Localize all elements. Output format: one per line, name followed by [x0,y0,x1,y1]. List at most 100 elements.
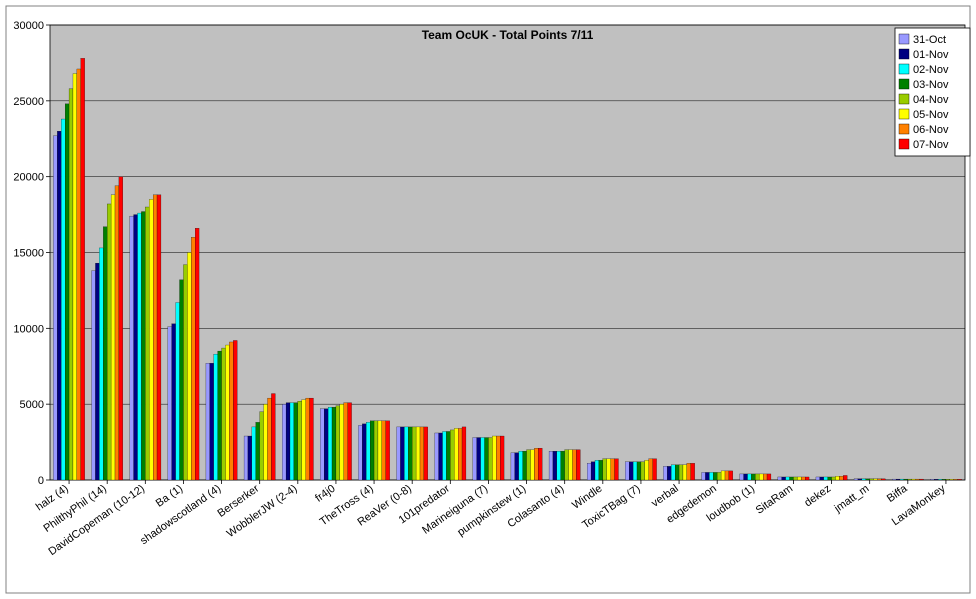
bar [645,460,649,480]
legend-box [895,28,970,156]
bar [168,327,172,480]
legend-label: 31-Oct [913,34,946,46]
y-tick-label: 25000 [13,96,44,108]
bar [671,465,675,480]
bar [778,477,782,480]
bar [916,479,920,480]
bar [717,472,721,480]
bar [930,479,934,480]
bar [462,427,466,480]
bar [180,280,184,480]
bar [679,465,683,480]
bar [271,394,275,480]
bar [397,427,401,480]
bar [832,477,836,480]
bar [683,465,687,480]
bar [294,403,298,480]
bar [763,474,767,480]
bar [912,479,916,480]
bar [687,463,691,480]
bar [854,479,858,480]
bar [260,412,264,480]
bar [793,477,797,480]
bar [145,207,149,480]
legend-swatch [899,124,909,134]
bar [477,438,481,480]
bar [816,477,820,480]
bar [324,409,328,480]
bar [874,479,878,480]
bar [530,450,534,480]
bar [519,451,523,480]
bar [92,271,96,480]
bar [805,477,809,480]
bar [946,479,950,480]
bar [248,436,252,480]
y-tick-label: 20000 [13,172,44,184]
bar [615,459,619,480]
legend-swatch [899,79,909,89]
bar [565,450,569,480]
bar [290,403,294,480]
bar [320,409,324,480]
legend-label: 05-Nov [913,109,949,121]
bar [282,404,286,480]
bar [835,476,839,480]
bar [667,466,671,480]
chart-container: 050001000015000200002500030000halz (4)Ph… [0,0,976,599]
bar [264,404,268,480]
bar [801,477,805,480]
bar [302,400,306,480]
bar [870,479,874,480]
bar [306,398,310,480]
bar [229,342,233,480]
bar [663,466,667,480]
bar [576,450,580,480]
bar [141,212,145,480]
bar [298,401,302,480]
bar [252,427,256,480]
bar [751,474,755,480]
legend-swatch [899,49,909,59]
bar [908,479,912,480]
bar [183,265,187,480]
bar [782,477,786,480]
bar [744,474,748,480]
legend-swatch [899,94,909,104]
bar [420,427,424,480]
bar [557,451,561,480]
bar [950,479,954,480]
bar [210,363,214,480]
bar [362,424,366,480]
bar [896,479,900,480]
bar [69,89,73,480]
bar-chart: 050001000015000200002500030000halz (4)Ph… [0,0,976,599]
bar [843,475,847,480]
bar [500,436,504,480]
bar [892,479,896,480]
bar [675,465,679,480]
legend-swatch [899,64,909,74]
bar [797,477,801,480]
bar [454,428,458,480]
bar [195,228,199,480]
bar [839,476,843,480]
bar [828,477,832,480]
bar [725,471,729,480]
bar [65,104,69,480]
bar [942,479,946,480]
y-tick-label: 15000 [13,248,44,260]
legend-swatch [899,34,909,44]
bar [488,438,492,480]
bar [191,237,195,480]
bar [900,479,904,480]
bar [446,431,450,480]
legend-label: 01-Nov [913,49,949,61]
bar [958,479,962,480]
bar [222,348,226,480]
bar [95,263,99,480]
bar [702,472,706,480]
bar [172,324,176,480]
legend-label: 06-Nov [913,124,949,136]
bar [400,427,404,480]
